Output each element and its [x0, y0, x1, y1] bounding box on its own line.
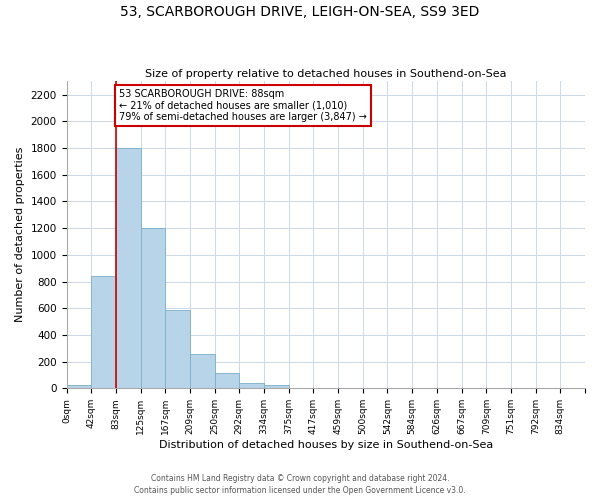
Bar: [67, 385, 91, 388]
Bar: [91, 276, 116, 388]
Text: Contains HM Land Registry data © Crown copyright and database right 2024.
Contai: Contains HM Land Registry data © Crown c…: [134, 474, 466, 495]
Text: 53, SCARBOROUGH DRIVE, LEIGH-ON-SEA, SS9 3ED: 53, SCARBOROUGH DRIVE, LEIGH-ON-SEA, SS9…: [121, 5, 479, 19]
Bar: [116, 148, 140, 388]
Title: Size of property relative to detached houses in Southend-on-Sea: Size of property relative to detached ho…: [145, 69, 506, 79]
Bar: [215, 373, 239, 388]
Bar: [264, 385, 289, 388]
X-axis label: Distribution of detached houses by size in Southend-on-Sea: Distribution of detached houses by size …: [158, 440, 493, 450]
Y-axis label: Number of detached properties: Number of detached properties: [15, 147, 25, 322]
Bar: [165, 310, 190, 388]
Bar: [140, 228, 165, 388]
Bar: [239, 383, 264, 388]
Text: 53 SCARBOROUGH DRIVE: 88sqm
← 21% of detached houses are smaller (1,010)
79% of : 53 SCARBOROUGH DRIVE: 88sqm ← 21% of det…: [119, 89, 367, 122]
Bar: [190, 354, 215, 388]
